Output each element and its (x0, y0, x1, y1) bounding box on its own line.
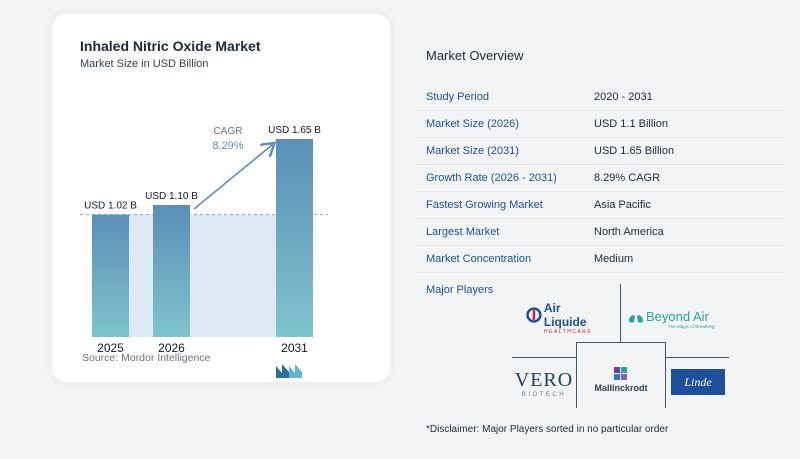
overview-label: Largest Market (426, 226, 500, 238)
mallinckrodt-name: Mallinckrodt (594, 383, 648, 393)
overview-row: Study Period 2020 - 2031 (416, 84, 784, 111)
overview-value: 8.29% CAGR (594, 172, 661, 184)
overview-label: Fastest Growing Market (426, 199, 543, 211)
overview-label: Growth Rate (2026 - 2031) (426, 172, 557, 184)
vero-name: VERO (514, 368, 574, 391)
x-tick-2025: 2025 (97, 341, 124, 355)
bar-chart: USD 1.02 B 2025 USD 1.10 B 2026 USD 1.65 B 20… (80, 125, 328, 355)
divider (665, 342, 666, 408)
overview-label: Study Period (426, 91, 489, 103)
beyond-air-name: Beyond Air (646, 309, 709, 324)
market-overview-panel: Market Overview Study Period 2020 - 2031… (400, 0, 800, 459)
chart-subtitle: Market Size in USD Billion (80, 58, 209, 70)
overview-row: Market Size (2031) USD 1.65 Billion (416, 138, 784, 165)
air-liquide-sub: HEALTHCARE (544, 329, 593, 335)
divider (512, 357, 576, 358)
bar-2025 (92, 214, 129, 337)
source-text: Source: Mordor Intelligence (82, 352, 211, 364)
overview-row: Largest Market North America (416, 219, 784, 246)
overview-row: Market Concentration Medium (416, 246, 784, 273)
chart-title: Inhaled Nitric Oxide Market (80, 38, 261, 54)
overview-value: Medium (594, 253, 634, 265)
divider (620, 284, 621, 342)
linde-logo: Linde (671, 369, 725, 395)
overview-row: Fastest Growing Market Asia Pacific (416, 192, 784, 219)
overview-label: Market Size (2031) (426, 145, 519, 157)
disclaimer-text: *Disclaimer: Major Players sorted in no … (426, 424, 669, 435)
mallinckrodt-logo: Mallinckrodt (580, 358, 662, 400)
cagr-label: CAGR (214, 126, 243, 137)
air-liquide-logo: Air Liquide HEALTHCARE (526, 301, 606, 335)
data-label-2026: USD 1.10 B (145, 191, 198, 202)
overview-value: 2020 - 2031 (594, 91, 653, 103)
bar-2026 (153, 205, 190, 337)
data-label-2025: USD 1.02 B (84, 201, 137, 212)
overview-value: Asia Pacific (594, 199, 651, 211)
vero-sub: BIOTECH (521, 391, 567, 398)
mallinckrodt-icon (614, 367, 627, 380)
overview-title: Market Overview (426, 48, 524, 63)
bar-2031 (276, 139, 313, 337)
overview-row: Market Size (2026) USD 1.1 Billion (416, 111, 784, 138)
cagr-arrow (193, 145, 272, 210)
x-tick-2031: 2031 (281, 341, 308, 355)
lungs-icon (629, 310, 643, 323)
overview-value: North America (594, 226, 664, 238)
vero-logo: VERO BIOTECH (512, 364, 576, 402)
mordor-logo-icon (276, 364, 302, 383)
air-liquide-name: Air Liquide (543, 301, 587, 329)
divider (665, 357, 729, 358)
overview-label: Market Concentration (426, 253, 532, 265)
divider (576, 342, 577, 408)
beyond-air-logo: Beyond Air The Magic of Breathing (628, 306, 728, 332)
overview-value: USD 1.65 Billion (594, 145, 675, 157)
air-liquide-icon (526, 307, 542, 323)
beyond-air-tagline: The Magic of Breathing (668, 324, 715, 329)
cagr-value: 8.29% (212, 140, 243, 152)
overview-value: USD 1.1 Billion (594, 118, 668, 130)
overview-label: Market Size (2026) (426, 118, 519, 130)
divider (576, 342, 666, 343)
linde-name: Linde (684, 374, 712, 389)
major-players-title: Major Players (426, 284, 494, 296)
x-tick-2026: 2026 (158, 341, 185, 355)
overview-row: Growth Rate (2026 - 2031) 8.29% CAGR (416, 165, 784, 192)
data-label-2031: USD 1.65 B (268, 125, 321, 136)
